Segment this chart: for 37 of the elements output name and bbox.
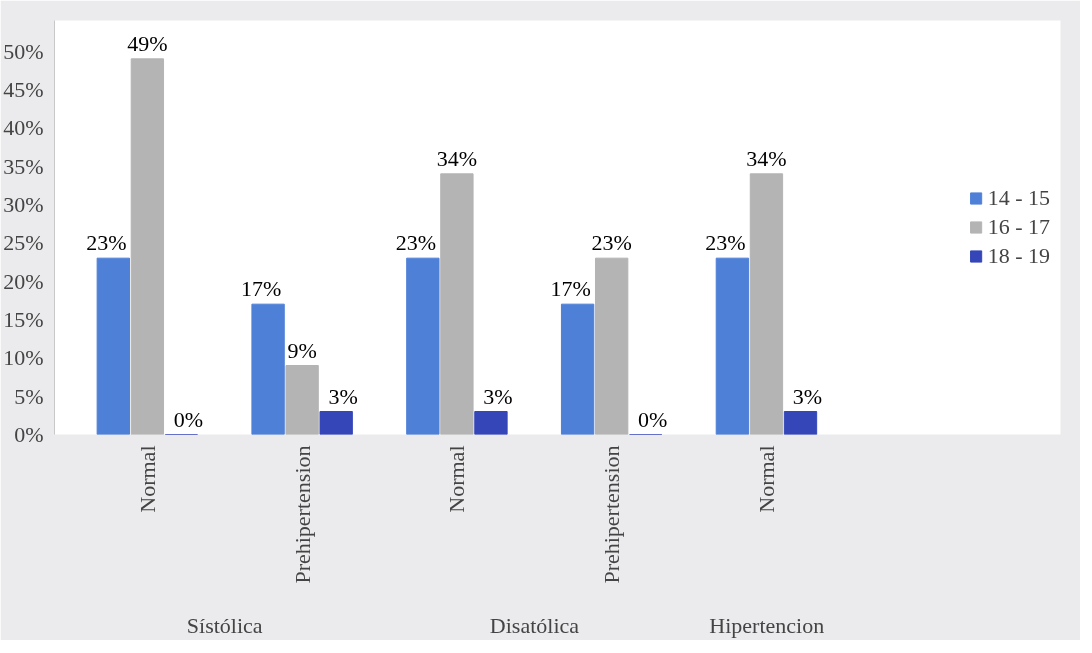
data-label: 3%	[792, 383, 823, 409]
legend-label: 18 - 19	[987, 243, 1050, 269]
y-tick-label: 30%	[3, 192, 44, 217]
text: Hipertencion	[709, 612, 825, 638]
data-label: 0%	[638, 406, 668, 432]
text: Disatólica	[489, 612, 580, 638]
y-tick-label: 15%	[3, 307, 44, 332]
legend-label: 16 - 17	[987, 214, 1050, 240]
data-label: 23%	[705, 230, 746, 256]
data-label: 3%	[483, 383, 513, 409]
x-tick-label: Normal	[444, 445, 470, 513]
data-label: 49%	[127, 30, 168, 56]
y-tick-label: 45%	[3, 77, 44, 102]
y-tick-label: 40%	[3, 115, 44, 141]
text: Sístólica	[186, 612, 263, 638]
y-tick-label: 20%	[3, 268, 44, 294]
data-label: 17%	[240, 276, 282, 302]
data-label: 3%	[328, 383, 358, 409]
y-tick-label: 5%	[14, 383, 44, 409]
x-tick-label: Normal	[753, 445, 779, 513]
data-label: 9%	[287, 337, 317, 363]
y-tick-label: 25%	[3, 230, 44, 256]
y-tick-label: 10%	[3, 345, 44, 371]
data-label: 34%	[746, 145, 787, 171]
data-label: 23%	[395, 230, 437, 256]
x-tick-label: Prehipertension	[599, 445, 625, 584]
x-tick-label: Prehipertension	[289, 445, 315, 584]
data-label: 23%	[86, 230, 127, 256]
y-tick-label: 0%	[14, 422, 44, 447]
x-tick-label: Normal	[134, 445, 160, 513]
y-tick-label: 50%	[3, 38, 44, 64]
data-label: 34%	[436, 145, 478, 171]
legend-label: 14 - 15	[987, 185, 1050, 211]
data-label: 0%	[173, 406, 204, 432]
y-tick-label: 35%	[3, 153, 44, 179]
data-label: 17%	[550, 276, 591, 302]
data-label: 23%	[591, 230, 632, 256]
